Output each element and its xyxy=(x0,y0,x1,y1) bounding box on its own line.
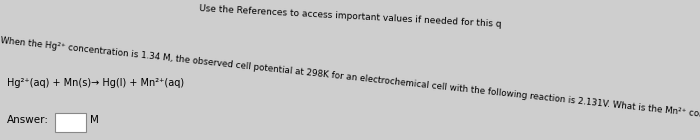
Text: Hg²⁺(aq) + Mn(s)→ Hg(l) + Mn²⁺(aq): Hg²⁺(aq) + Mn(s)→ Hg(l) + Mn²⁺(aq) xyxy=(7,78,184,88)
Text: Use the References to access important values if needed for this q: Use the References to access important v… xyxy=(199,4,501,29)
FancyBboxPatch shape xyxy=(55,113,86,132)
Text: When the Hg²⁺ concentration is 1.34 M, the observed cell potential at 298K for a: When the Hg²⁺ concentration is 1.34 M, t… xyxy=(0,36,700,124)
Text: M: M xyxy=(90,115,99,125)
Text: Answer:: Answer: xyxy=(7,115,49,125)
